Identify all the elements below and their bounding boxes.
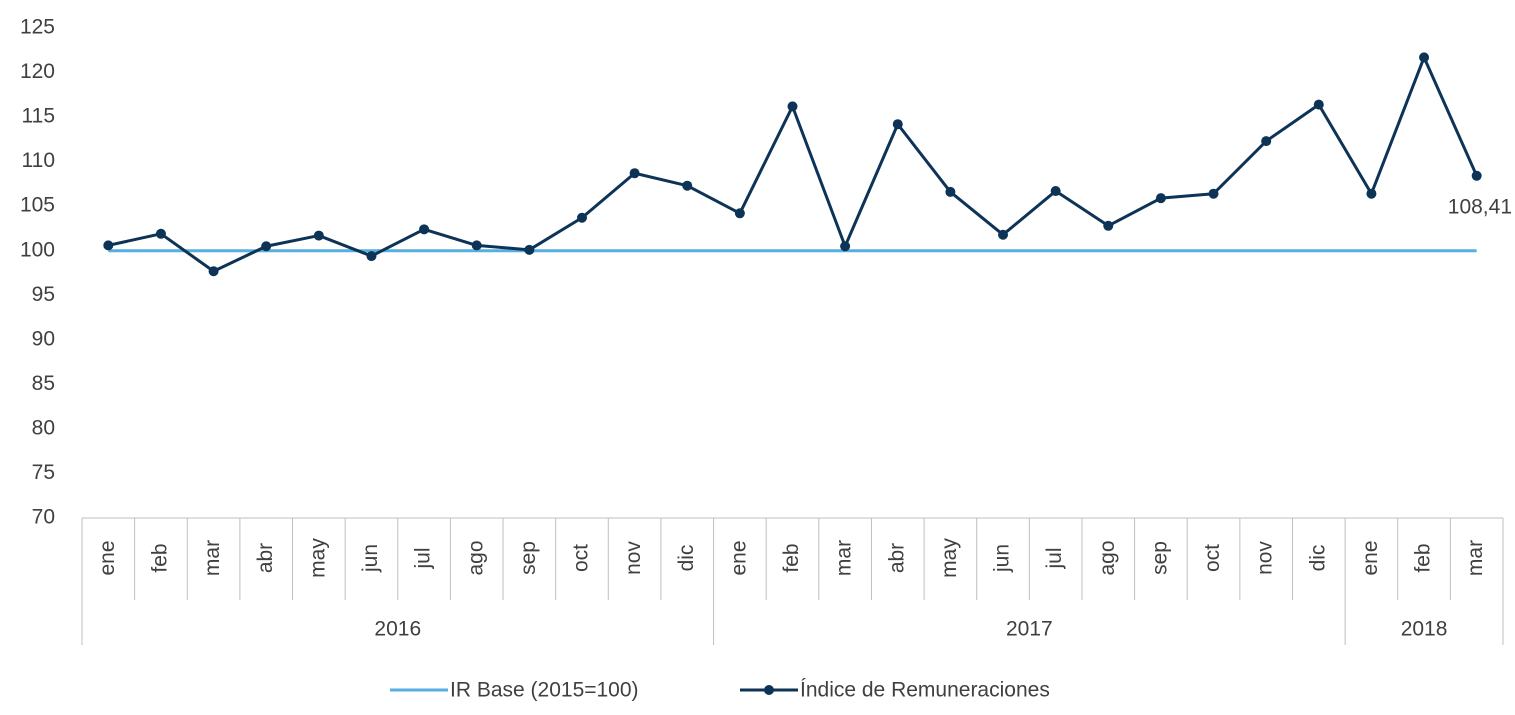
marker	[366, 251, 377, 262]
x-tick-label: ene	[96, 540, 119, 575]
x-tick-label: mar	[201, 540, 224, 576]
marker	[471, 240, 482, 251]
marker	[945, 186, 956, 197]
x-tick-label: ago	[464, 540, 487, 575]
x-tick-label: ago	[1096, 540, 1119, 575]
x-tick-label: ene	[1359, 540, 1382, 575]
x-tick-label: feb	[148, 543, 171, 572]
marker	[1261, 136, 1272, 147]
marker	[787, 101, 798, 112]
marker	[1103, 220, 1114, 231]
legend-label: IR Base (2015=100)	[450, 679, 639, 702]
x-tick-label: mar	[1464, 540, 1487, 576]
marker	[892, 119, 903, 130]
legend-marker	[764, 685, 774, 695]
x-tick-label: abr	[254, 543, 277, 573]
y-tick-label: 70	[32, 506, 55, 529]
marker	[103, 240, 114, 251]
x-tick-label: oct	[570, 544, 593, 572]
y-tick-label: 120	[20, 60, 55, 83]
y-tick-label: 105	[20, 194, 55, 217]
x-tick-label: jun	[359, 544, 382, 573]
marker	[261, 241, 272, 252]
y-tick-label: 115	[22, 105, 55, 128]
y-tick-label: 90	[32, 327, 55, 350]
x-tick-label: may	[938, 538, 961, 578]
marker	[576, 212, 587, 223]
x-tick-label: may	[306, 538, 329, 578]
group-label: 2018	[1401, 618, 1448, 641]
x-tick-label: jun	[991, 544, 1014, 573]
marker	[524, 244, 535, 255]
marker	[1366, 188, 1377, 199]
marker	[208, 266, 219, 277]
x-tick-label: abr	[885, 543, 908, 573]
data-label: 108,41	[1448, 195, 1512, 218]
x-tick-label: feb	[1412, 543, 1435, 572]
group-label: 2017	[1006, 618, 1053, 641]
marker	[155, 228, 166, 239]
marker	[1155, 193, 1166, 204]
marker	[1050, 186, 1061, 197]
marker	[1208, 188, 1219, 199]
y-tick-label: 80	[32, 416, 55, 439]
marker	[840, 241, 851, 252]
y-tick-label: 100	[20, 238, 55, 261]
marker	[1419, 52, 1430, 63]
x-tick-label: oct	[1201, 544, 1224, 572]
y-tick-label: 85	[32, 372, 55, 395]
marker	[419, 224, 430, 235]
y-tick-label: 95	[32, 283, 55, 306]
x-tick-label: dic	[1306, 545, 1329, 572]
y-tick-label: 110	[22, 149, 55, 172]
x-tick-label: sep	[517, 541, 540, 575]
x-tick-label: jul	[412, 547, 435, 569]
x-tick-label: mar	[833, 540, 856, 576]
group-label: 2016	[374, 618, 421, 641]
x-tick-label: sep	[1148, 541, 1171, 575]
x-tick-label: nov	[1254, 541, 1277, 575]
x-tick-label: ene	[727, 540, 750, 575]
x-tick-label: jul	[1043, 547, 1066, 569]
marker	[629, 168, 640, 179]
legend-label: Índice de Remuneraciones	[800, 679, 1050, 702]
y-tick-label: 125	[20, 16, 55, 39]
marker	[313, 230, 324, 241]
marker	[1471, 170, 1482, 181]
marker	[998, 229, 1009, 240]
marker	[682, 180, 693, 191]
y-tick-label: 75	[32, 461, 55, 484]
marker	[1313, 99, 1324, 110]
x-tick-label: nov	[622, 541, 645, 575]
line	[107, 55, 1479, 273]
marker	[734, 208, 745, 219]
x-tick-label: feb	[780, 543, 803, 572]
x-tick-label: dic	[675, 545, 698, 572]
